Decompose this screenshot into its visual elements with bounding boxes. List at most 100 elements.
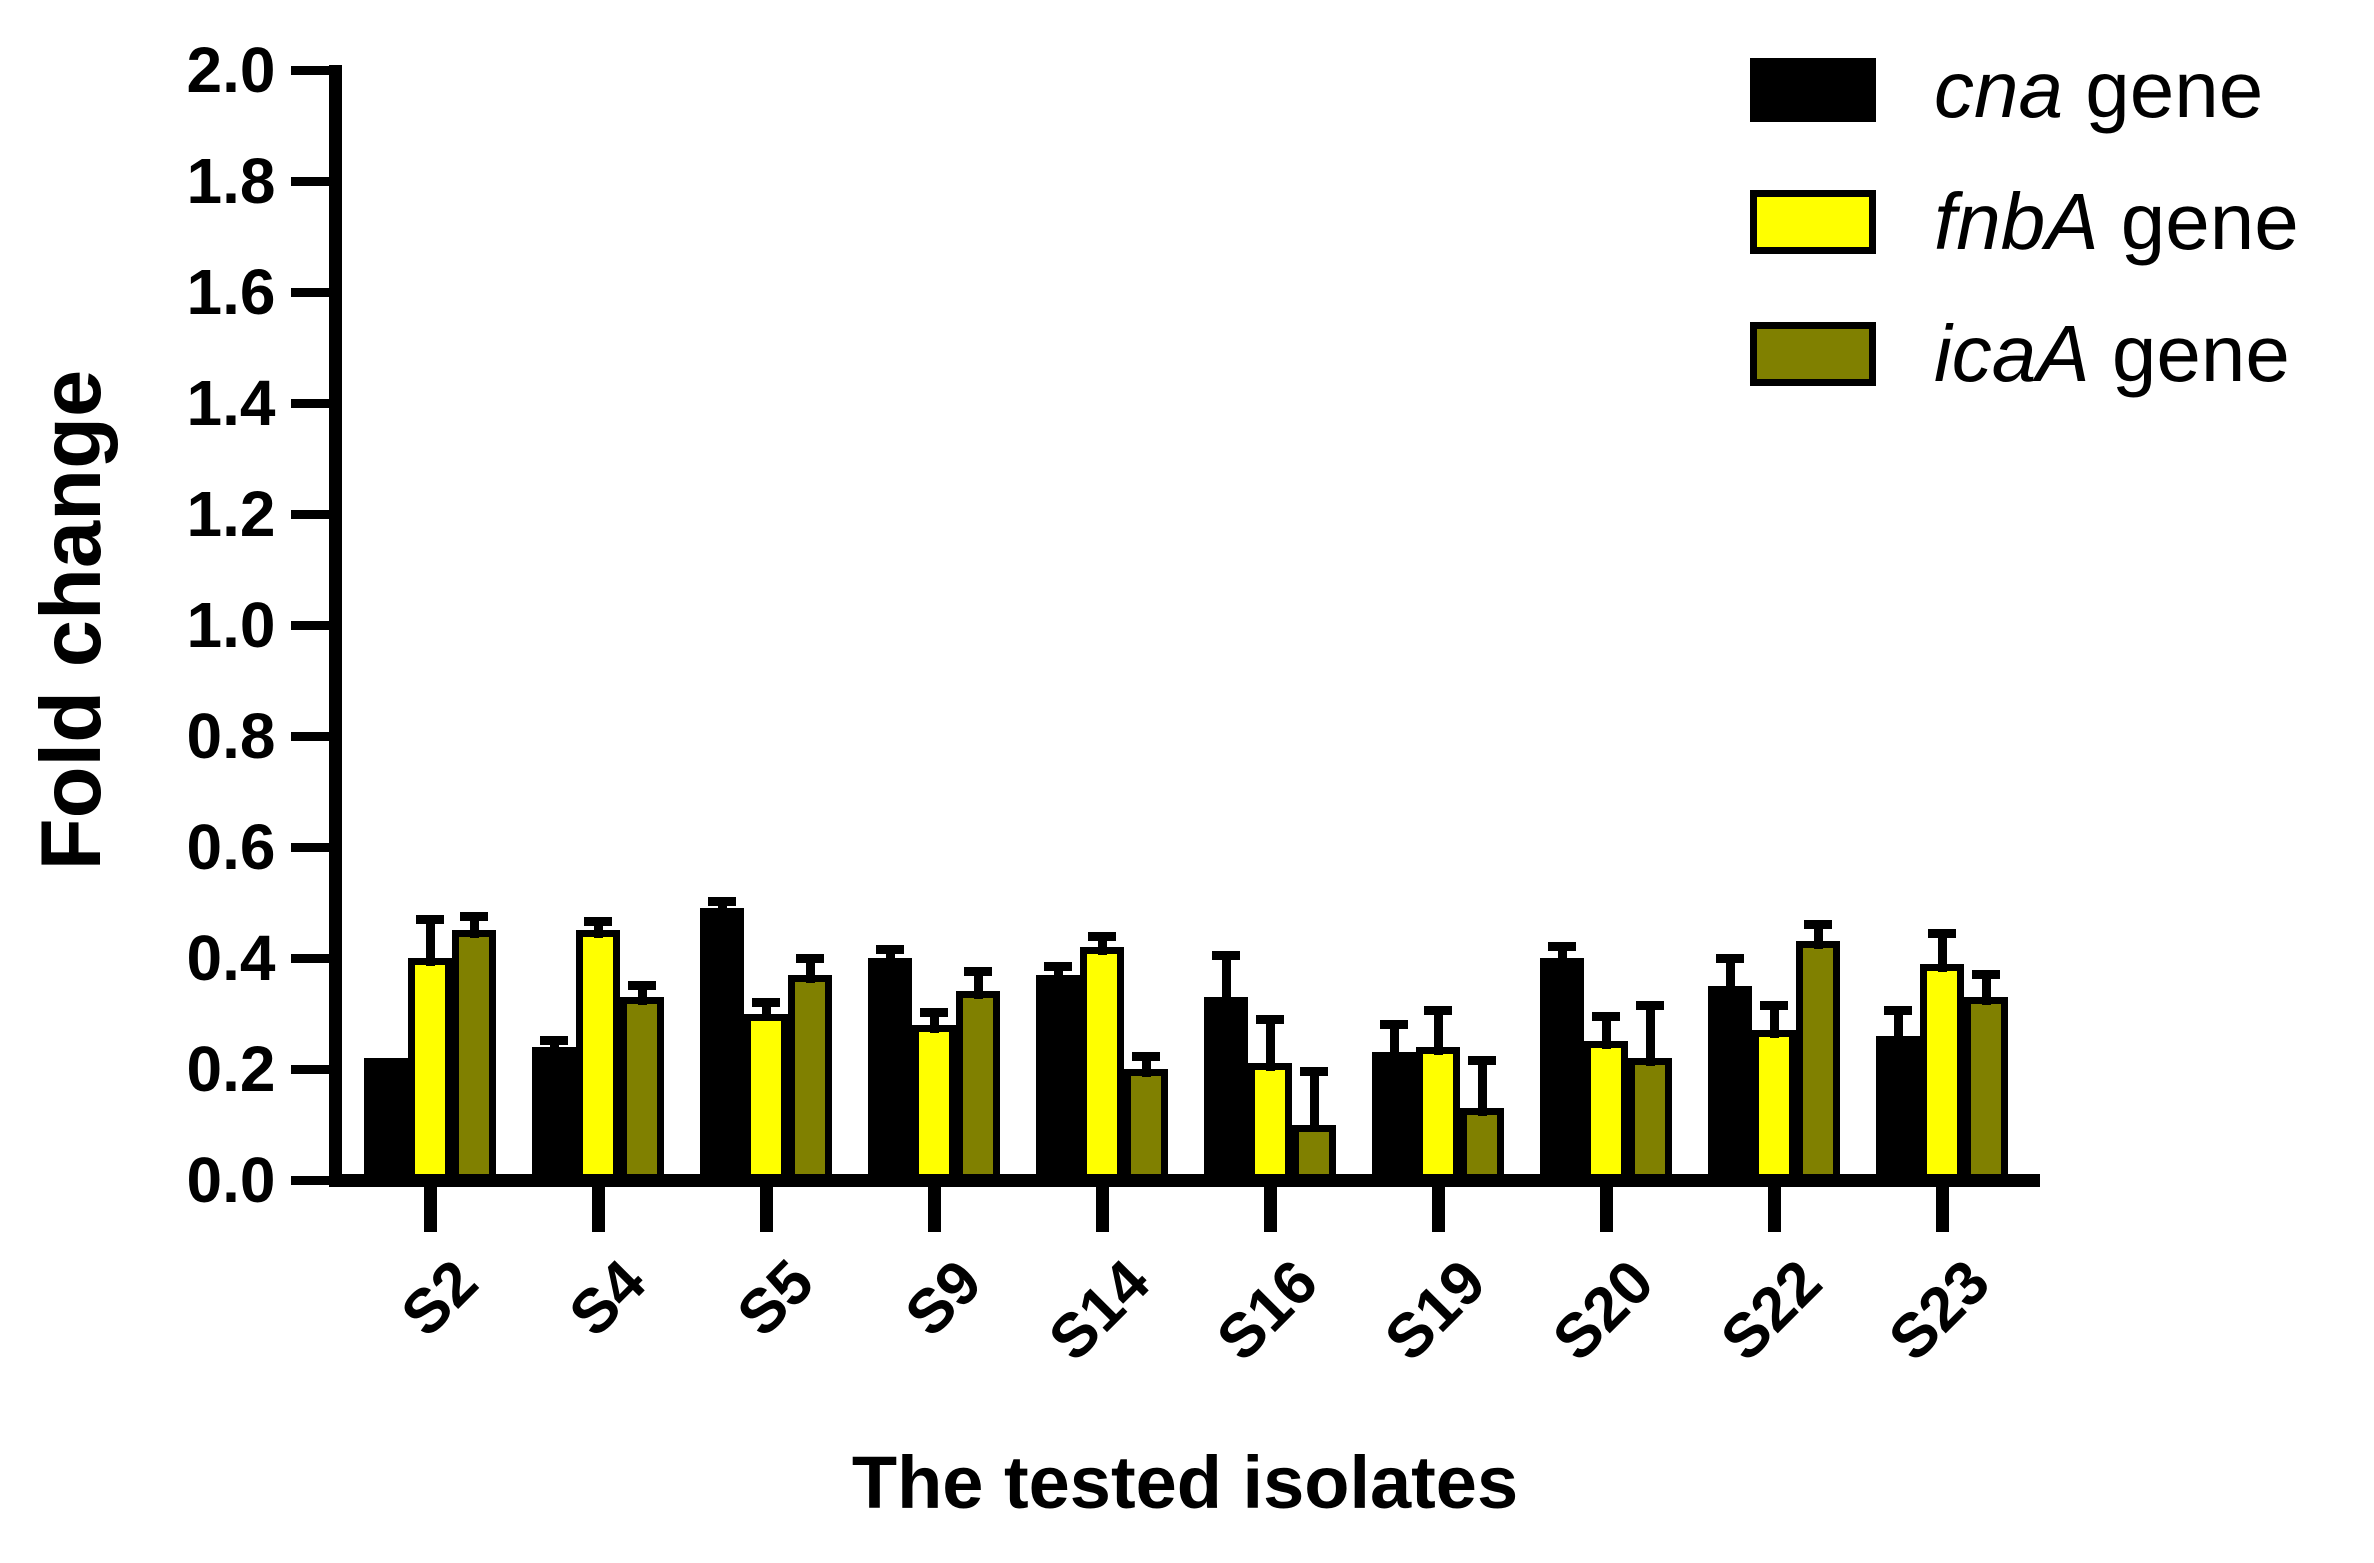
- error-bar-cap-fnbA-S22: [1760, 1000, 1788, 1010]
- bar-fnbA-S19: [1416, 1046, 1460, 1184]
- y-tick-label-0.0: 0.0: [186, 1144, 276, 1216]
- y-tick-label-0.8: 0.8: [186, 700, 276, 772]
- x-axis-line: [328, 1173, 2040, 1187]
- y-tick-label-0.4: 0.4: [186, 922, 276, 994]
- y-tick-1.0: [290, 620, 329, 630]
- error-bar-cap-cna-S19: [1380, 1020, 1408, 1030]
- cna-swatch-icon: [1750, 58, 1876, 122]
- error-bar-cap-fnbA-S16: [1256, 1014, 1284, 1024]
- y-tick-1.6: [290, 287, 329, 297]
- error-bar-stem-cna-S16: [1221, 955, 1231, 1005]
- x-tick-S4: [591, 1186, 605, 1232]
- x-tick-S19: [1431, 1186, 1445, 1232]
- bar-fnbA-S16: [1248, 1063, 1292, 1184]
- legend-gene-suffix: gene: [2089, 309, 2290, 398]
- error-bar-stem-icaA-S22: [1813, 924, 1823, 950]
- legend: cna gene fnbA gene icaA gene: [1750, 42, 2299, 438]
- bar-fnbA-S4: [576, 930, 620, 1184]
- error-bar-cap-fnbA-S14: [1088, 932, 1116, 942]
- error-bar-cap-cna-S23: [1884, 1006, 1912, 1016]
- error-bar-cap-fnbA-S9: [920, 1007, 948, 1017]
- y-tick-label-1.2: 1.2: [186, 478, 276, 550]
- error-bar-cap-icaA-S23: [1972, 970, 2000, 980]
- error-bar-cap-cna-S9: [876, 945, 904, 955]
- y-tick-2.0: [290, 65, 329, 75]
- y-tick-label-1.0: 1.0: [186, 589, 276, 661]
- error-bar-stem-icaA-S14: [1141, 1056, 1151, 1077]
- bar-icaA-S4: [620, 996, 664, 1184]
- error-bar-stem-icaA-S9: [973, 971, 983, 1000]
- bar-cna-S9: [868, 958, 912, 1184]
- y-tick-0.4: [290, 953, 329, 963]
- error-bar-stem-icaA-S23: [1981, 974, 1991, 1005]
- y-tick-1.8: [290, 176, 329, 186]
- x-axis-title: The tested isolates: [851, 1441, 1519, 1524]
- error-bar-cap-icaA-S14: [1132, 1052, 1160, 1062]
- y-tick-label-1.6: 1.6: [186, 256, 276, 328]
- error-bar-cap-cna-S20: [1548, 942, 1576, 952]
- error-bar-stem-icaA-S19: [1477, 1060, 1487, 1116]
- bar-fnbA-S2: [408, 958, 452, 1184]
- y-tick-label-1.8: 1.8: [186, 145, 276, 217]
- error-bar-cap-icaA-S4: [628, 981, 656, 991]
- error-bar-stem-fnbA-S20: [1601, 1016, 1611, 1050]
- bar-fnbA-S9: [912, 1024, 956, 1184]
- error-bar-cap-icaA-S22: [1804, 920, 1832, 930]
- error-bar-stem-fnbA-S2: [425, 919, 435, 966]
- error-bar-cap-cna-S5: [708, 896, 736, 906]
- error-bar-stem-fnbA-S14: [1097, 936, 1107, 955]
- error-bar-stem-fnbA-S23: [1937, 933, 1947, 972]
- bar-icaA-S9: [956, 991, 1000, 1184]
- bar-cna-S16: [1204, 996, 1248, 1184]
- error-bar-stem-fnbA-S5: [761, 1002, 771, 1022]
- error-bar-cap-fnbA-S23: [1928, 928, 1956, 938]
- legend-gene-name: cna: [1934, 45, 2063, 134]
- x-tick-S20: [1599, 1186, 1613, 1232]
- bar-cna-S23: [1876, 1035, 1920, 1184]
- bar-icaA-S20: [1628, 1057, 1672, 1184]
- error-bar-stem-cna-S19: [1389, 1024, 1399, 1061]
- icaA-swatch-icon: [1750, 322, 1876, 386]
- x-tick-S22: [1767, 1186, 1781, 1232]
- legend-item-cna: cna gene: [1750, 42, 2299, 138]
- error-bar-cap-fnbA-S19: [1424, 1006, 1452, 1016]
- x-tick-S14: [1095, 1186, 1109, 1232]
- error-bar-stem-fnbA-S22: [1769, 1005, 1779, 1039]
- bar-cna-S4: [532, 1046, 576, 1184]
- bar-cna-S19: [1372, 1052, 1416, 1184]
- bar-icaA-S14: [1124, 1069, 1168, 1184]
- y-tick-0.2: [290, 1064, 329, 1074]
- error-bar-cap-cna-S22: [1716, 953, 1744, 963]
- error-bar-stem-cna-S5: [717, 901, 727, 917]
- error-bar-stem-fnbA-S16: [1265, 1019, 1275, 1072]
- error-bar-cap-icaA-S9: [964, 967, 992, 977]
- error-bar-stem-cna-S22: [1725, 958, 1735, 994]
- error-bar-cap-icaA-S5: [796, 953, 824, 963]
- y-tick-1.4: [290, 398, 329, 408]
- error-bar-stem-cna-S20: [1557, 946, 1567, 966]
- bar-icaA-S5: [788, 974, 832, 1184]
- bar-fnbA-S5: [744, 1013, 788, 1184]
- bar-fnbA-S22: [1752, 1030, 1796, 1184]
- bar-icaA-S22: [1796, 941, 1840, 1184]
- error-bar-cap-fnbA-S5: [752, 997, 780, 1007]
- error-bar-cap-fnbA-S4: [584, 917, 612, 927]
- y-tick-0.8: [290, 731, 329, 741]
- error-bar-stem-icaA-S16: [1309, 1071, 1319, 1133]
- error-bar-stem-cna-S14: [1053, 966, 1063, 983]
- legend-label-cna: cna gene: [1934, 42, 2263, 138]
- y-axis-line: [328, 65, 342, 1187]
- y-axis-title: Fold change: [24, 369, 119, 871]
- bar-cna-S2: [364, 1057, 408, 1184]
- bar-fnbA-S14: [1080, 946, 1124, 1184]
- bar-cna-S20: [1540, 958, 1584, 1184]
- legend-item-icaA: icaA gene: [1750, 306, 2299, 402]
- legend-gene-name: icaA: [1934, 309, 2090, 398]
- legend-gene-suffix: gene: [2062, 45, 2264, 134]
- error-bar-cap-icaA-S2: [460, 911, 488, 921]
- y-tick-1.2: [290, 509, 329, 519]
- error-bar-stem-icaA-S20: [1645, 1005, 1655, 1066]
- y-tick-label-0.6: 0.6: [186, 811, 276, 883]
- bar-fnbA-S20: [1584, 1041, 1628, 1184]
- error-bar-stem-fnbA-S9: [929, 1012, 939, 1033]
